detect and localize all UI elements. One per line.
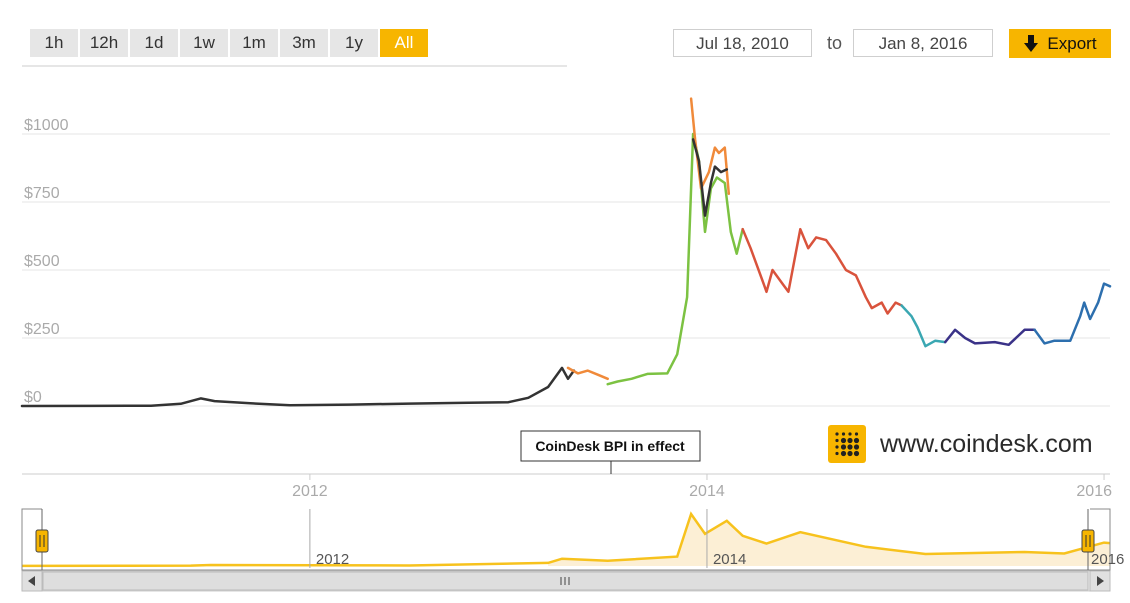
navigator: 2012 2014 2016 (21, 508, 1124, 571)
navigator-x-labels: 2012 2014 2016 (309, 509, 1124, 568)
navigator-tick-label: 2016 (1091, 551, 1124, 568)
price-series-line-6 (741, 227, 903, 315)
date-from-input[interactable]: Jul 18, 2010 (673, 29, 812, 57)
logo-dot (841, 432, 846, 436)
scrollbar (21, 570, 1111, 592)
logo-dot (840, 437, 847, 444)
logo-dot (835, 445, 839, 449)
x-axis-labels: 2012 2014 2016 (292, 474, 1112, 500)
export-button[interactable]: Export (1009, 29, 1111, 58)
logo-dot (854, 432, 859, 436)
y-tick-label: $0 (24, 389, 42, 406)
export-label: Export (1047, 33, 1097, 53)
price-series-line-5 (691, 138, 729, 217)
range-button-all[interactable]: All (380, 29, 428, 57)
range-selector: 1h 12h 1d 1w 1m 3m 1y All (30, 29, 428, 57)
coindesk-logo-icon (828, 425, 866, 463)
logo-dot (835, 438, 839, 443)
y-tick-label: $250 (24, 321, 60, 338)
chevron-right-icon (1097, 576, 1104, 586)
price-series-line-9 (1033, 282, 1112, 345)
y-tick-label: $1000 (24, 117, 69, 134)
chevron-left-icon (28, 576, 35, 586)
logo-dot (847, 444, 853, 450)
logo-dots (835, 432, 860, 457)
price-series-line-1 (20, 366, 576, 408)
logo-dot (847, 450, 853, 457)
range-button-1y[interactable]: 1y (330, 29, 378, 57)
range-button-1d[interactable]: 1d (130, 29, 178, 57)
flag-box (520, 430, 701, 462)
logo-dot (853, 437, 860, 444)
navigator-line (21, 511, 1111, 568)
y-tick-label: $750 (24, 185, 60, 202)
logo-dot (853, 450, 860, 457)
price-series (20, 97, 1112, 408)
range-button-12h[interactable]: 12h (80, 29, 128, 57)
bpi-flag: CoinDesk BPI in effect (520, 430, 701, 474)
navigator-frame (21, 508, 1111, 571)
price-series-line-7 (900, 304, 947, 348)
scrollbar-grip-icon (560, 577, 570, 585)
scroll-left-button (21, 570, 43, 592)
scrollbar-thumb (42, 571, 1089, 591)
navigator-handle-left (35, 509, 49, 570)
x-tick-label: 2012 (292, 483, 328, 500)
arrow-down-icon (1024, 34, 1039, 52)
price-series-line-3 (606, 132, 744, 386)
coindesk-brand: www.coindesk.com (828, 425, 1093, 463)
navigator-tick-label: 2014 (713, 551, 746, 568)
navigator-handle-right (1081, 509, 1095, 570)
date-to-input[interactable]: Jan 8, 2016 (853, 29, 993, 57)
navigator-tick-label: 2012 (316, 551, 349, 568)
logo-dot (840, 450, 847, 457)
range-button-1m[interactable]: 1m (230, 29, 278, 57)
price-series-line-4 (689, 97, 731, 196)
range-button-1h[interactable]: 1h (30, 29, 78, 57)
logo-dot (835, 432, 839, 436)
x-tick-label: 2016 (1076, 483, 1112, 500)
y-tick-label: $500 (24, 253, 60, 270)
logo-dot (848, 432, 852, 436)
logo-dot (835, 451, 839, 456)
x-tick-label: 2014 (689, 483, 725, 500)
navigator-area (548, 514, 1110, 566)
date-range-to-label: to (827, 33, 843, 53)
range-button-1w[interactable]: 1w (180, 29, 228, 57)
price-series-line-2 (566, 366, 609, 381)
logo-dot (847, 437, 853, 444)
range-button-3m[interactable]: 3m (280, 29, 328, 57)
logo-dot (840, 444, 847, 450)
flag-label: CoinDesk BPI in effect (535, 438, 685, 454)
gridlines (22, 133, 1110, 407)
price-series-line-8 (943, 328, 1036, 347)
brand-text: www.coindesk.com (879, 430, 1093, 458)
scrollbar-track (21, 570, 1111, 592)
scroll-right-button (1089, 570, 1111, 592)
logo-dot (853, 444, 860, 450)
y-axis-labels: $0 $250 $500 $750 $1000 (24, 117, 69, 406)
